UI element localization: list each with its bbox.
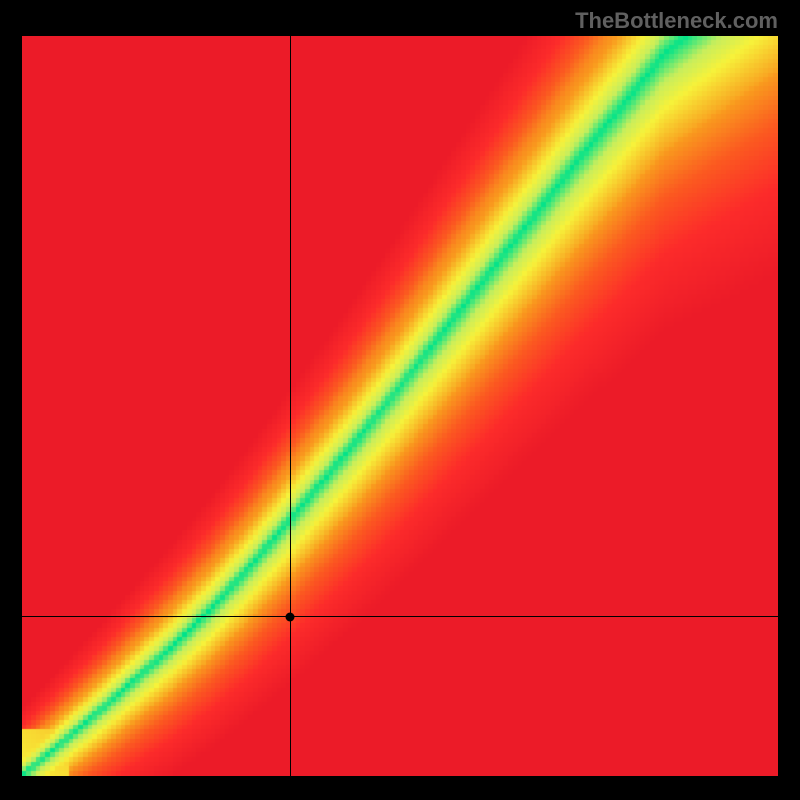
crosshair-vertical [290,36,291,776]
crosshair-horizontal [22,616,778,617]
chart-container: { "watermark": "TheBottleneck.com", "wat… [0,0,800,800]
watermark-text: TheBottleneck.com [575,8,778,34]
heatmap-plot [22,36,778,776]
heatmap-canvas [22,36,778,776]
crosshair-dot [286,612,295,621]
